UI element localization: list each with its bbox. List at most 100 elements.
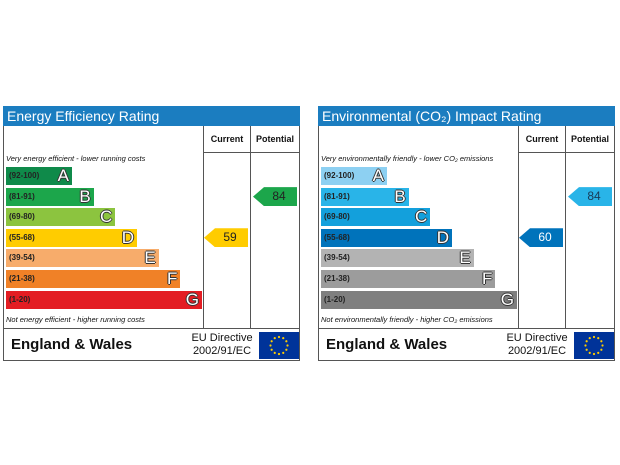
rating-band-c: (69-80) C xyxy=(321,207,431,227)
rating-table: Current Potential Very energy efficient … xyxy=(3,126,300,361)
column-divider xyxy=(203,126,204,328)
rating-band-d: (55-68) D xyxy=(6,227,137,247)
flag-star xyxy=(597,337,600,340)
flag-star xyxy=(286,344,289,347)
potential-rating-arrow: 84 xyxy=(253,187,297,207)
band-range-label: (81-91) xyxy=(9,191,35,201)
band-letter: G xyxy=(185,289,199,309)
directive-line-2: 2002/91/EC xyxy=(192,345,252,357)
band-letter: D xyxy=(436,227,449,247)
flag-star xyxy=(601,344,604,347)
footer-divider xyxy=(319,328,614,329)
flag-star xyxy=(282,337,285,340)
band-letter: E xyxy=(144,248,156,268)
band-range-label: (69-80) xyxy=(324,212,350,222)
band-letter: C xyxy=(415,207,428,227)
footer-divider xyxy=(4,328,299,329)
rating-band-b: (81-91) B xyxy=(321,186,409,206)
flag-star xyxy=(584,344,587,347)
rating-band-a: (92-100) A xyxy=(321,167,387,185)
column-header-current: Current xyxy=(210,134,244,144)
band-letter: A xyxy=(372,166,384,185)
flag-star xyxy=(588,351,591,354)
flag-star xyxy=(270,340,273,343)
flag-star xyxy=(600,340,603,343)
panel-title: Environmental (CO₂) Impact Rating xyxy=(318,106,615,126)
energy-efficiency-panel: Energy Efficiency Rating Current Potenti… xyxy=(3,106,300,361)
flag-star xyxy=(277,335,281,339)
current-rating-arrow: 60 xyxy=(519,228,563,248)
band-range-label: (39-54) xyxy=(324,253,350,263)
rating-band-d: (55-68) D xyxy=(321,227,452,247)
column-divider xyxy=(250,126,251,328)
band-letter: D xyxy=(121,227,134,247)
band-letter: A xyxy=(57,166,69,185)
eu-flag-icon xyxy=(574,332,614,359)
potential-rating-arrow: 84 xyxy=(568,187,612,207)
flag-star xyxy=(585,348,588,351)
rating-band-b: (81-91) B xyxy=(6,186,94,206)
band-range-label: (1-20) xyxy=(324,294,346,304)
flag-star xyxy=(592,335,596,339)
band-letter: E xyxy=(459,248,471,268)
band-letter: C xyxy=(100,207,113,227)
header-divider xyxy=(203,152,299,153)
column-header-potential: Potential xyxy=(255,134,294,144)
rating-band-e: (39-54) E xyxy=(6,248,159,268)
bottom-note: Not energy efficient - higher running co… xyxy=(6,315,145,324)
directive-line-1: EU Directive xyxy=(191,332,253,344)
flag-star xyxy=(273,351,276,354)
column-header-potential: Potential xyxy=(570,134,609,144)
flag-star xyxy=(285,340,288,343)
rating-band-a: (92-100) A xyxy=(6,167,72,185)
rating-band-f: (21-38) F xyxy=(321,269,496,288)
flag-star xyxy=(600,348,603,351)
band-letter: F xyxy=(166,269,178,288)
eu-directive: EU Directive 2002/91/EC xyxy=(186,332,258,358)
band-range-label: (92-100) xyxy=(324,171,355,180)
flag-star xyxy=(588,337,591,340)
band-range-label: (21-38) xyxy=(324,274,350,283)
rating-band-c: (69-80) C xyxy=(6,207,116,227)
band-range-label: (1-20) xyxy=(9,294,31,304)
rating-band-f: (21-38) F xyxy=(6,269,181,288)
rating-table: Current Potential Very environmentally f… xyxy=(318,126,615,361)
current-rating-arrow: 59 xyxy=(204,228,248,248)
environmental-impact-panel: Environmental (CO₂) Impact Rating Curren… xyxy=(318,106,615,361)
rating-band-g: (1-20) G xyxy=(6,289,202,309)
band-letter: B xyxy=(394,186,406,206)
band-letter: G xyxy=(500,289,514,309)
band-range-label: (55-68) xyxy=(324,232,350,242)
flag-star xyxy=(585,340,588,343)
band-range-label: (92-100) xyxy=(9,171,40,180)
rating-band-e: (39-54) E xyxy=(321,248,474,268)
flag-star xyxy=(277,352,281,356)
header-divider xyxy=(518,152,614,153)
band-letter: F xyxy=(481,269,493,288)
rating-band-g: (1-20) G xyxy=(321,289,517,309)
band-range-label: (21-38) xyxy=(9,274,35,283)
eu-directive: EU Directive 2002/91/EC xyxy=(501,332,573,358)
flag-star xyxy=(597,351,600,354)
column-header-current: Current xyxy=(525,134,559,144)
flag-star xyxy=(269,344,272,347)
panel-title: Energy Efficiency Rating xyxy=(3,106,300,126)
bottom-note: Not environmentally friendly - higher CO… xyxy=(321,315,493,324)
flag-star xyxy=(592,352,596,356)
flag-star xyxy=(270,348,273,351)
column-divider xyxy=(518,126,519,328)
directive-line-2: 2002/91/EC xyxy=(507,345,567,357)
flag-star xyxy=(282,351,285,354)
top-note: Very energy efficient - lower running co… xyxy=(6,154,146,163)
column-divider xyxy=(565,126,566,328)
flag-star xyxy=(285,348,288,351)
band-range-label: (81-91) xyxy=(324,191,350,201)
flag-star xyxy=(273,337,276,340)
eu-flag-icon xyxy=(259,332,299,359)
top-note: Very environmentally friendly - lower CO… xyxy=(321,154,494,163)
directive-line-1: EU Directive xyxy=(506,332,568,344)
region-label: England & Wales xyxy=(326,336,448,353)
band-letter: B xyxy=(79,186,91,206)
band-range-label: (69-80) xyxy=(9,212,35,222)
band-range-label: (39-54) xyxy=(9,253,35,263)
